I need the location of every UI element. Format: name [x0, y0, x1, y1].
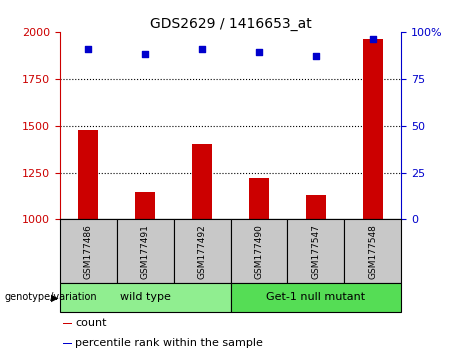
- Bar: [363, 39, 383, 219]
- Point: [198, 46, 206, 52]
- Point: [369, 36, 376, 42]
- Text: Get-1 null mutant: Get-1 null mutant: [266, 292, 366, 302]
- Bar: [60, 283, 230, 312]
- Text: GSM177490: GSM177490: [254, 224, 263, 279]
- Bar: [117, 219, 174, 283]
- Bar: [230, 219, 287, 283]
- Text: genotype/variation: genotype/variation: [5, 292, 97, 302]
- Point: [142, 52, 149, 57]
- Title: GDS2629 / 1416653_at: GDS2629 / 1416653_at: [150, 17, 311, 31]
- Text: ▶: ▶: [51, 292, 58, 302]
- Bar: [344, 219, 401, 283]
- Bar: [135, 192, 155, 219]
- Bar: [63, 343, 71, 344]
- Bar: [249, 178, 269, 219]
- Bar: [192, 144, 212, 219]
- Text: GSM177491: GSM177491: [141, 224, 150, 279]
- Bar: [63, 322, 71, 324]
- Bar: [60, 219, 117, 283]
- Bar: [287, 219, 344, 283]
- Bar: [230, 283, 401, 312]
- Bar: [78, 130, 98, 219]
- Text: GSM177548: GSM177548: [368, 224, 377, 279]
- Point: [312, 53, 319, 59]
- Bar: [306, 195, 326, 219]
- Point: [85, 46, 92, 52]
- Text: wild type: wild type: [120, 292, 171, 302]
- Bar: [174, 219, 230, 283]
- Point: [255, 50, 263, 55]
- Text: percentile rank within the sample: percentile rank within the sample: [75, 338, 263, 348]
- Text: count: count: [75, 318, 106, 329]
- Text: GSM177492: GSM177492: [198, 224, 207, 279]
- Text: GSM177486: GSM177486: [84, 224, 93, 279]
- Text: GSM177547: GSM177547: [311, 224, 320, 279]
